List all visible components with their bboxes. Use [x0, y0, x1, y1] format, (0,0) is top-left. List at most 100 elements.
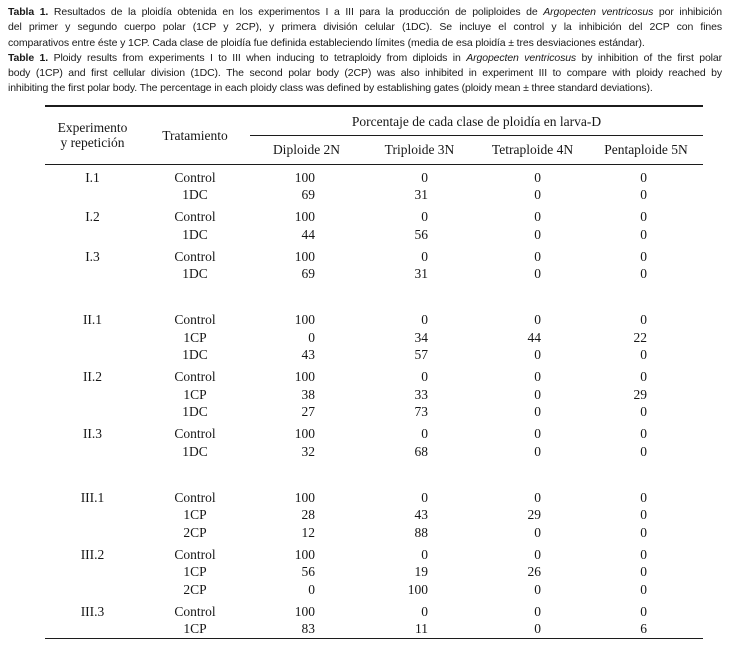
experiment-cell	[45, 187, 140, 205]
treatment-cell: 1DC	[182, 443, 208, 459]
experiment-cell: I.1	[85, 169, 100, 185]
percent-cell: 32	[301, 443, 316, 459]
percent-cell: 56	[301, 564, 316, 580]
data-row-II.3-1DC: 1DC 32 68 0 0	[45, 443, 703, 461]
col-header-treatment: Tratamiento	[140, 105, 250, 165]
percent-cell: 33	[414, 386, 429, 402]
percent-cell: 0	[534, 603, 541, 619]
percent-cell: 68	[414, 443, 429, 459]
data-row-III.1-Control: III.1 Control 100 0 0 0	[45, 461, 703, 507]
treatment-cell: 1DC	[182, 266, 208, 282]
treatment-cell: Control	[174, 426, 216, 442]
experiment-cell	[45, 564, 140, 582]
experiment-cell	[45, 621, 140, 639]
percent-cell: 26	[527, 564, 542, 580]
data-row-III.1-1CP: 1CP 28 43 29 0	[45, 507, 703, 525]
percent-cell: 43	[301, 347, 316, 363]
percent-cell: 22	[633, 329, 648, 345]
treatment-cell: 1CP	[183, 386, 207, 402]
percent-cell: 0	[421, 248, 428, 264]
percent-cell: 0	[534, 312, 541, 328]
col-header-pentaploide-5n: Pentaploide 5N	[589, 135, 703, 165]
data-row-II.1-1DC: 1DC 43 57 0 0	[45, 347, 703, 365]
percent-cell: 6	[640, 621, 647, 637]
percent-cell: 0	[421, 489, 428, 505]
percent-cell: 0	[640, 524, 647, 540]
experiment-cell: I.2	[85, 209, 100, 225]
treatment-cell: 2CP	[183, 581, 207, 597]
percent-cell: 0	[640, 404, 647, 420]
percent-cell: 0	[534, 489, 541, 505]
data-row-III.2-1CP: 1CP 56 19 26 0	[45, 564, 703, 582]
treatment-cell: 1CP	[183, 329, 207, 345]
data-row-II.2-1CP: 1CP 38 33 0 29	[45, 386, 703, 404]
percent-cell: 0	[640, 226, 647, 242]
data-row-III.2-Control: III.2 Control 100 0 0 0	[45, 542, 703, 564]
percent-cell: 28	[301, 507, 316, 523]
percent-cell: 0	[421, 169, 428, 185]
percent-cell: 0	[534, 581, 541, 597]
treatment-cell: 1DC	[182, 347, 208, 363]
experiment-cell: III.2	[80, 546, 105, 562]
caption-line: Table 1. Ploidy results from experiments…	[8, 51, 722, 64]
percent-cell: 83	[301, 621, 316, 637]
percent-cell: 0	[640, 507, 647, 523]
percent-cell: 11	[415, 621, 428, 637]
treatment-cell: 1DC	[182, 226, 208, 242]
data-row-III.3-Control: III.3 Control 100 0 0 0	[45, 599, 703, 621]
experiment-cell	[45, 386, 140, 404]
percent-cell: 34	[414, 329, 429, 345]
percent-cell: 0	[640, 369, 647, 385]
percent-cell: 0	[534, 621, 541, 637]
treatment-cell: Control	[174, 603, 216, 619]
percent-cell: 0	[534, 209, 541, 225]
percent-cell: 0	[534, 347, 541, 363]
percent-cell: 0	[534, 386, 541, 402]
percent-cell: 0	[421, 426, 428, 442]
percent-cell: 0	[640, 489, 647, 505]
col-header-experiment: Experimento y repetición	[45, 105, 140, 165]
percent-cell: 100	[294, 248, 315, 264]
treatment-cell: Control	[174, 209, 216, 225]
treatment-cell: 1DC	[182, 404, 208, 420]
col-header-experiment-line2: y repetición	[60, 135, 125, 151]
percent-cell: 0	[308, 581, 315, 597]
percent-cell: 44	[527, 329, 542, 345]
percent-cell: 0	[421, 603, 428, 619]
percent-cell: 0	[534, 524, 541, 540]
percent-cell: 0	[534, 266, 541, 282]
percent-cell: 31	[414, 187, 429, 203]
experiment-cell: III.3	[80, 603, 105, 619]
percent-cell: 0	[534, 248, 541, 264]
percent-cell: 0	[640, 209, 647, 225]
data-row-I.2-1DC: 1DC 44 56 0 0	[45, 226, 703, 244]
treatment-cell: 2CP	[183, 524, 207, 540]
percent-cell: 0	[534, 443, 541, 459]
col-header-ploidy-span: Porcentaje de cada clase de ploidía en l…	[250, 105, 703, 136]
treatment-cell: Control	[174, 369, 216, 385]
col-header-tetraploide-4n: Tetraploide 4N	[476, 135, 589, 165]
percent-cell: 0	[534, 546, 541, 562]
percent-cell: 100	[294, 426, 315, 442]
percent-cell: 0	[640, 581, 647, 597]
data-row-I.3-Control: I.3 Control 100 0 0 0	[45, 244, 703, 266]
percent-cell: 0	[640, 347, 647, 363]
percent-cell: 100	[294, 603, 315, 619]
experiment-cell	[45, 266, 140, 284]
experiment-cell	[45, 507, 140, 525]
data-row-II.3-Control: II.3 Control 100 0 0 0	[45, 421, 703, 443]
caption-line: inhibiting the first polar body. The per…	[8, 82, 653, 95]
percent-cell: 0	[534, 404, 541, 420]
caption-line: del primer y segundo cuerpo polar (1CP y…	[8, 21, 722, 34]
percent-cell: 0	[421, 546, 428, 562]
caption-line: comparativos entre éste y 1CP. Cada clas…	[8, 36, 645, 49]
percent-cell: 0	[534, 187, 541, 203]
percent-cell: 0	[534, 369, 541, 385]
experiment-cell	[45, 524, 140, 542]
percent-cell: 0	[640, 603, 647, 619]
header-row-2: Diploide 2N Triploide 3N Tetraploide 4N Pen…	[45, 135, 703, 165]
experiment-cell	[45, 329, 140, 347]
data-row-I.2-Control: I.2 Control 100 0 0 0	[45, 204, 703, 226]
treatment-cell: Control	[174, 489, 216, 505]
data-row-II.1-1CP: 1CP 0 34 44 22	[45, 329, 703, 347]
